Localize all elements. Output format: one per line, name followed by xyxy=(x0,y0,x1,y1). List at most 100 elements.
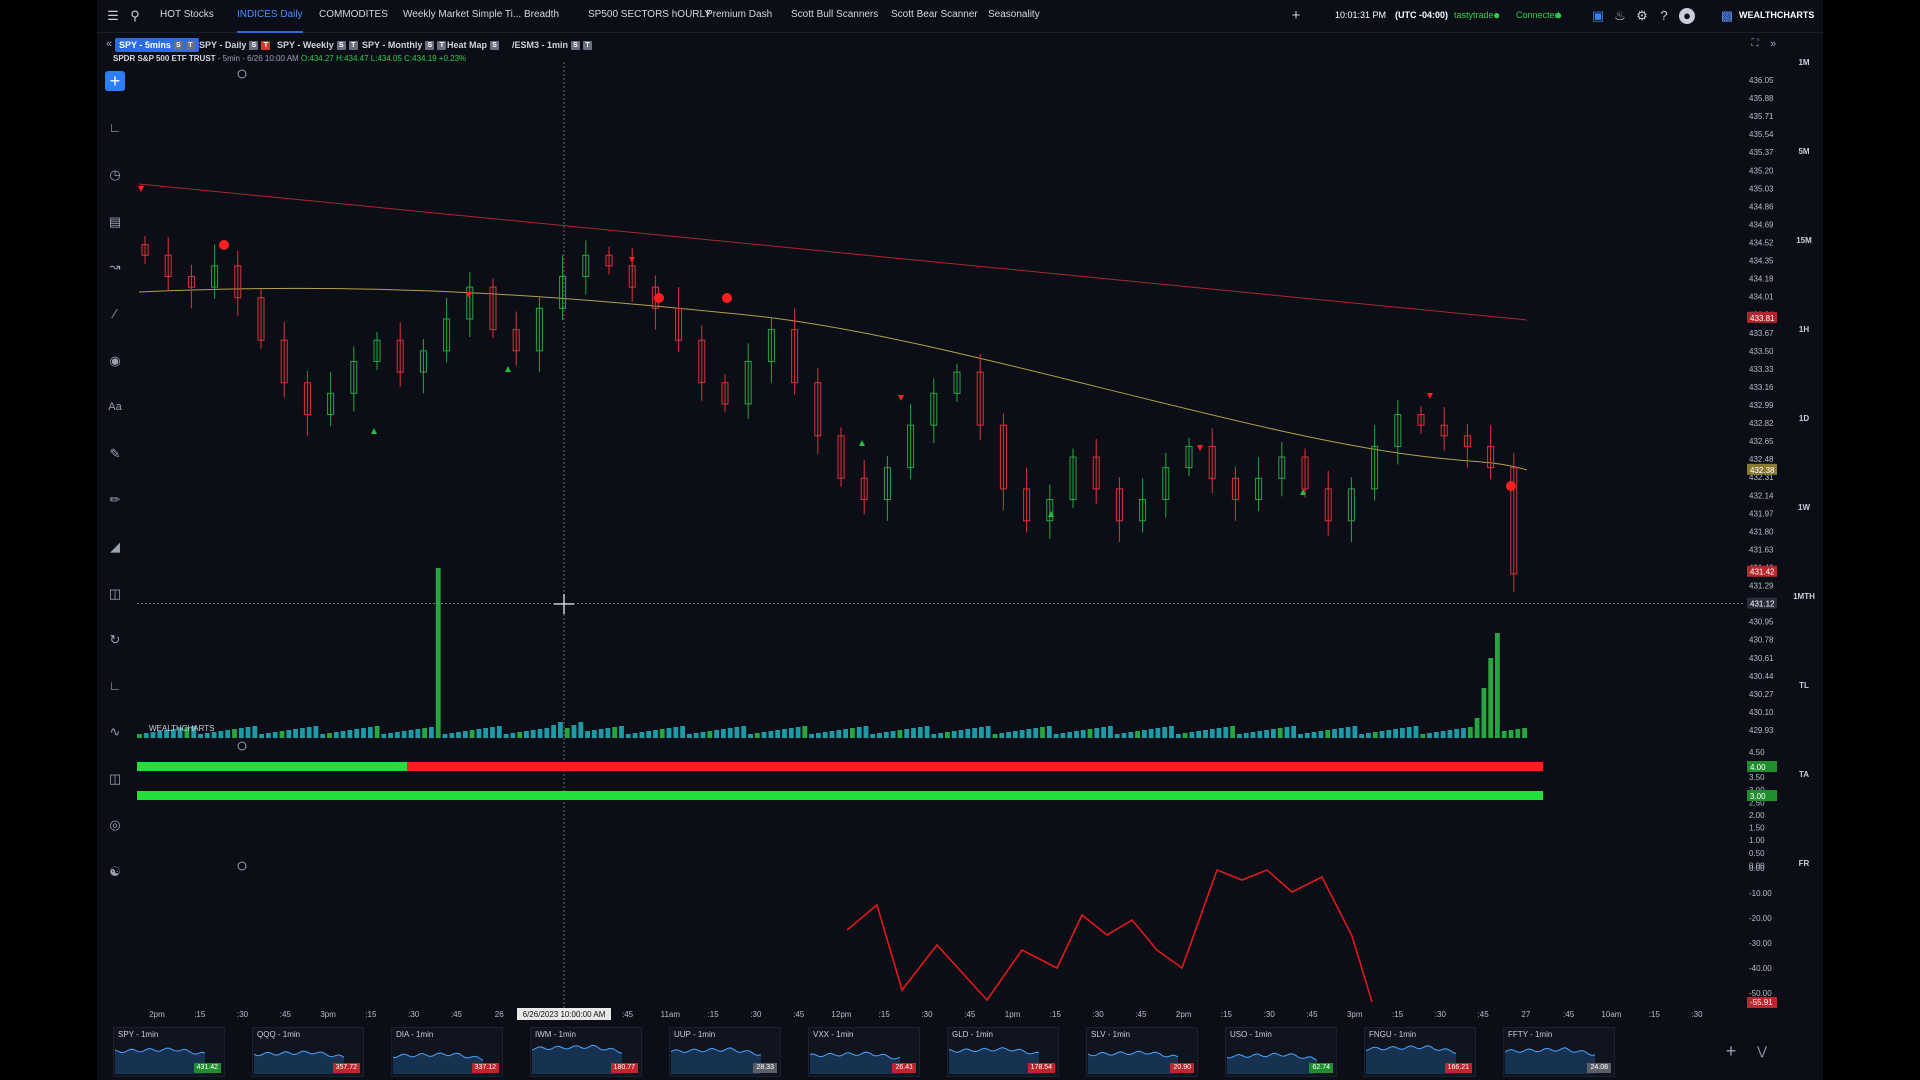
mini-chart[interactable]: GLD - 1min 178.54 xyxy=(947,1027,1059,1077)
clock-icon[interactable]: ◷ xyxy=(109,167,121,182)
timeframe-button[interactable]: 1D xyxy=(1798,414,1810,423)
layers-icon[interactable]: ◫ xyxy=(108,771,122,786)
refresh-icon[interactable]: ↻ xyxy=(109,632,121,647)
collapse-left-icon[interactable]: « xyxy=(105,38,113,50)
timeframe-button[interactable]: 1W xyxy=(1798,503,1810,512)
trash-icon[interactable]: ◫ xyxy=(108,586,122,601)
indicator1-tick: 3.50 xyxy=(1749,773,1765,782)
mini-chart-label: DIA - 1min xyxy=(396,1030,434,1039)
timeframe-button[interactable]: 1MTH xyxy=(1793,592,1815,601)
candle-body xyxy=(1463,435,1471,447)
chart-tab[interactable]: SPY - Monthly S T xyxy=(358,38,450,52)
add-mini-chart-button[interactable]: + xyxy=(1725,1041,1737,1061)
chart-tab[interactable]: SPY - 5mins S T xyxy=(115,38,199,52)
calendar-icon[interactable]: ▤ xyxy=(108,214,122,229)
shapes-tool-icon[interactable]: ◉ xyxy=(109,353,121,368)
fullscreen-icon[interactable]: ⛶ xyxy=(1751,38,1759,49)
chart-tab-badge[interactable]: T xyxy=(437,41,447,51)
nav-tab[interactable]: Seasonality xyxy=(988,9,1040,20)
signal-dot xyxy=(219,240,229,250)
text-tool-icon[interactable]: Aa xyxy=(108,401,122,413)
search-icon[interactable]: ⚲ xyxy=(130,8,140,23)
mini-chart[interactable]: QQQ - 1min 357.72 xyxy=(252,1027,364,1077)
chart-tab-badge[interactable]: S xyxy=(571,41,581,51)
chart-tab-badge[interactable]: S xyxy=(336,41,346,51)
timeframe-button[interactable]: 15M xyxy=(1796,236,1812,245)
nav-tab[interactable]: COMMODITES xyxy=(319,9,388,20)
nav-tab[interactable]: INDICES Daily xyxy=(237,0,303,33)
mini-chart[interactable]: FFTY - 1min 24.08 xyxy=(1503,1027,1615,1077)
mini-chart[interactable]: SLV - 1min 20.90 xyxy=(1086,1027,1198,1077)
measure-tool-icon[interactable]: ◢ xyxy=(110,539,120,554)
chart-tab-badge[interactable]: S xyxy=(425,41,435,51)
mini-chart[interactable]: DIA - 1min 337.12 xyxy=(391,1027,503,1077)
mini-chart[interactable]: FNGU - 1min 166.21 xyxy=(1364,1027,1476,1077)
candle-body xyxy=(257,297,265,341)
indicator-chart-icon[interactable]: ∟ xyxy=(108,678,122,693)
chart-tab-badge[interactable]: T xyxy=(583,41,593,51)
sell-arrow-icon xyxy=(138,186,144,192)
indicator1-tick: 0.00 xyxy=(1749,861,1765,870)
timeframe-button[interactable]: TL xyxy=(1799,681,1809,690)
save-icon[interactable]: ▣ xyxy=(1591,8,1605,23)
nav-tab[interactable]: Scott Bear Scanner xyxy=(891,9,978,20)
globe-icon[interactable]: ☯ xyxy=(109,864,121,879)
chart-tab-badge[interactable]: S xyxy=(173,41,183,51)
hamburger-menu-icon[interactable]: ☰ xyxy=(107,8,119,23)
volume-bar xyxy=(911,728,916,738)
nav-tab[interactable]: SP500 SECTORS hOURLY xyxy=(588,9,712,20)
timeframe-button[interactable]: FR xyxy=(1798,859,1810,868)
volume-bar xyxy=(1250,732,1256,738)
chart-tab-badge[interactable]: T xyxy=(185,41,195,51)
line-tool-icon[interactable]: ∕ xyxy=(113,306,117,321)
chart-tab[interactable]: Heat Map S xyxy=(443,38,503,52)
volume-bar xyxy=(177,728,183,738)
bell-icon[interactable]: ♨ xyxy=(1614,8,1626,23)
broker-name[interactable]: tastytrade xyxy=(1454,10,1494,20)
timeframe-button[interactable]: 1H xyxy=(1798,325,1810,334)
nav-tab[interactable]: Scott Bull Scanners xyxy=(791,9,879,20)
ruler-tool-icon[interactable]: ✏ xyxy=(109,492,121,507)
chart-tab-badge[interactable]: T xyxy=(261,41,271,51)
nav-tab[interactable]: Weekly Market Simple Ti... xyxy=(403,9,522,20)
chart-tab[interactable]: /ESM3 - 1min S T xyxy=(508,38,596,52)
chart-tab-badge[interactable]: S xyxy=(490,41,500,51)
chart-tab-badge[interactable]: S xyxy=(249,41,259,51)
avatar[interactable]: ● xyxy=(1679,8,1695,24)
chart-tab[interactable]: SPY - Weekly S T xyxy=(273,38,362,52)
add-tab-icon[interactable]: + xyxy=(1291,7,1301,24)
volume-bar xyxy=(517,732,523,738)
nav-tab[interactable]: Premium Dash xyxy=(706,9,773,20)
mini-chart[interactable]: UUP - 1min 28.33 xyxy=(669,1027,781,1077)
volume-bar xyxy=(843,729,848,738)
price-tick-label: 433.16 xyxy=(1749,383,1774,392)
chart-tab[interactable]: SPY - Daily S T xyxy=(195,38,274,52)
mini-chart[interactable]: SPY - 1min 431.42 xyxy=(113,1027,225,1077)
volume-bar xyxy=(1101,727,1106,738)
timeframe-button[interactable]: 5M xyxy=(1798,147,1810,156)
collapse-right-icon[interactable]: » xyxy=(1769,38,1777,50)
nav-tab[interactable]: Breadth xyxy=(524,9,560,20)
expand-down-icon[interactable]: ⋁ xyxy=(1757,1044,1767,1058)
chart-type-icon[interactable]: ∟ xyxy=(108,120,122,135)
mini-chart[interactable]: VXX - 1min 26.41 xyxy=(808,1027,920,1077)
brush-tool-icon[interactable]: ✎ xyxy=(109,446,121,461)
indicator2-tick: -50.00 xyxy=(1749,989,1772,998)
timeframe-button[interactable]: TA xyxy=(1798,770,1810,779)
time-tick-label: :15 xyxy=(365,1010,377,1019)
mini-chart[interactable]: IWM - 1min 180.77 xyxy=(530,1027,642,1077)
gear-icon[interactable]: ⚙ xyxy=(1636,8,1648,23)
pulse-icon[interactable]: ∿ xyxy=(109,724,121,739)
add-drawing-button[interactable]: + xyxy=(105,71,125,91)
price-chart[interactable]: 436.05 435.88 435.71 435.54 435.37 435.20 435.… xyxy=(97,0,1785,1024)
chart-tab-badge[interactable]: T xyxy=(348,41,358,51)
volume-bar xyxy=(544,728,550,738)
candle-body xyxy=(280,339,288,384)
price-tick-label: 430.44 xyxy=(1749,672,1774,681)
timeframe-button[interactable]: 1M xyxy=(1798,58,1810,67)
help-icon[interactable]: ? xyxy=(1660,8,1668,23)
trend-indicator-icon[interactable]: ↝ xyxy=(109,259,121,274)
mini-chart[interactable]: USO - 1min 62.74 xyxy=(1225,1027,1337,1077)
nav-tab[interactable]: HOT Stocks xyxy=(160,9,214,20)
target-icon[interactable]: ◎ xyxy=(109,817,121,832)
